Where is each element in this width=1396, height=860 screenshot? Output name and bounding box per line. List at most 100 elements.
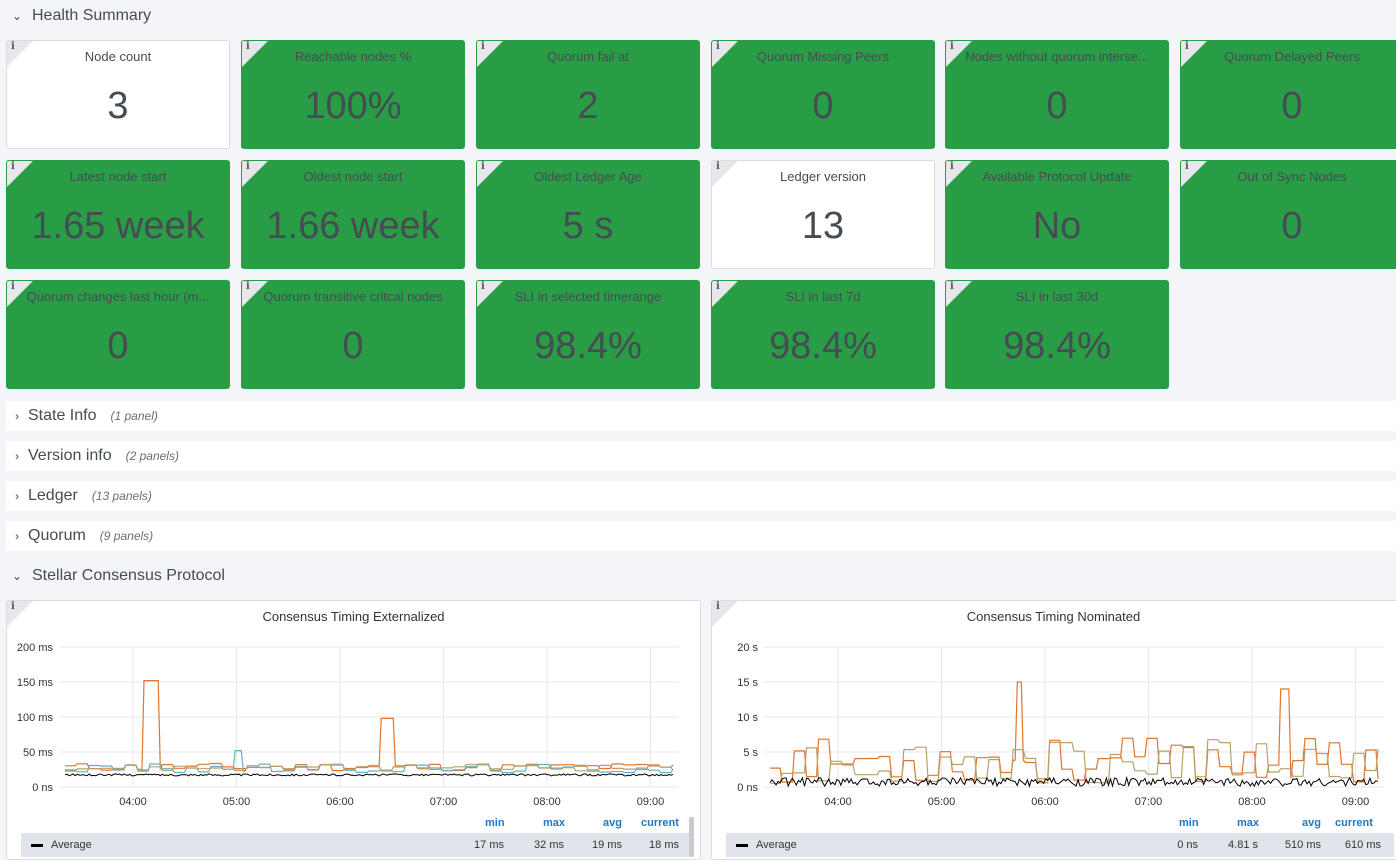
stat-panel[interactable]: i Oldest Ledger Age 5 s (476, 160, 700, 269)
stat-panel[interactable]: i Quorum changes last hour (m... 0 (6, 280, 230, 389)
stat-panel[interactable]: i Reachable nodes % 100% (241, 40, 465, 149)
legend-header-max[interactable]: max (1237, 817, 1260, 829)
stat-panel[interactable]: i Quorum Missing Peers 0 (711, 40, 935, 149)
legend-max: 32 ms (534, 839, 564, 851)
x-tick-label: 07:00 (1135, 796, 1163, 808)
row-panel-count: (9 panels) (99, 529, 154, 543)
series-swatch (736, 843, 748, 847)
stat-panel[interactable]: i SLI in last 30d 98.4% (945, 280, 1169, 389)
stat-panel[interactable]: i Out of Sync Nodes 0 (1180, 160, 1396, 269)
panel-title: Consensus Timing Externalized (262, 609, 445, 624)
series-line-average[interactable] (769, 775, 1379, 788)
legend-header-avg[interactable]: avg (1302, 817, 1321, 829)
stat-panel[interactable]: i Quorum fail at 2 (476, 40, 700, 149)
stat-value: 98.4% (534, 325, 642, 367)
y-tick-label: 50 ms (23, 747, 53, 759)
stat-panel[interactable]: i Nodes without quorum interse... 0 (945, 40, 1169, 149)
info-icon[interactable]: i (242, 41, 268, 67)
series-line-node-b[interactable] (65, 750, 674, 774)
info-icon[interactable]: i (712, 281, 738, 307)
stat-panel[interactable]: i Latest node start 1.65 week (6, 160, 230, 269)
stat-panel[interactable]: i Quorum Delayed Peers 0 (1180, 40, 1396, 149)
legend-current: 610 ms (1344, 839, 1381, 851)
legend-current: 18 ms (649, 839, 679, 851)
legend-header-current[interactable]: current (1335, 817, 1373, 829)
panel-consensus-externalized[interactable]: i Consensus Timing Externalized 0 ns 50 m… (6, 600, 701, 860)
stat-panel[interactable]: i SLI in last 7d 98.4% (711, 280, 935, 389)
x-tick-label: 07:00 (430, 796, 458, 808)
y-tick-label: 5 s (743, 747, 758, 759)
stat-panel[interactable]: i Oldest node start 1.66 week (241, 160, 465, 269)
info-icon[interactable]: i (477, 161, 503, 187)
legend-row-average[interactable]: Average 0 ns 4.81 s 510 ms 610 ms (726, 833, 1394, 857)
info-icon[interactable]: i (712, 161, 738, 187)
info-icon[interactable]: i (477, 281, 503, 307)
row-health-summary[interactable]: ⌄ Health Summary (6, 1, 151, 31)
timeseries-chart[interactable]: 0 ns 50 ms 100 ms 150 ms 200 ms 04:00 05:00 06:… (7, 601, 701, 821)
stat-value: 0 (107, 325, 129, 367)
series-line-node-a[interactable] (770, 681, 1379, 783)
legend-header-avg[interactable]: avg (603, 817, 622, 829)
legend-scrollbar[interactable] (689, 817, 694, 857)
series-line-node-c[interactable] (65, 763, 674, 772)
info-icon[interactable]: i (946, 281, 972, 307)
info-icon[interactable]: i (946, 161, 972, 187)
stat-title: Oldest Ledger Age (534, 169, 642, 184)
row-panel-count: (1 panel) (110, 409, 158, 423)
info-icon[interactable]: i (1181, 161, 1207, 187)
info-icon[interactable]: i (7, 601, 33, 627)
stat-panel[interactable]: i Available Protocol Update No (945, 160, 1169, 269)
chevron-right-icon: › (15, 409, 19, 423)
stat-title: Quorum fail at (547, 49, 629, 64)
x-tick-label: 09:00 (637, 796, 665, 808)
y-tick-label: 10 s (737, 712, 758, 724)
info-icon[interactable]: i (242, 281, 268, 307)
legend-avg: 19 ms (592, 839, 622, 851)
row-title: State Info (28, 407, 97, 424)
timeseries-chart[interactable]: 0 ns 5 s 10 s 15 s 20 s 04:00 05:00 06:00 07:00 0… (712, 601, 1396, 821)
series-swatch (31, 843, 43, 847)
row-collapsed[interactable]: › Version info (2 panels) (6, 441, 1396, 471)
stat-value: 1.66 week (266, 205, 440, 247)
row-title: Ledger (28, 487, 78, 504)
legend-header-current[interactable]: current (641, 817, 679, 829)
stat-panel[interactable]: i Ledger version 13 (711, 160, 935, 269)
legend-min: 17 ms (474, 839, 504, 851)
x-tick-label: 06:00 (1031, 796, 1059, 808)
series-line-average[interactable] (64, 773, 674, 777)
panel-consensus-nominated[interactable]: i Consensus Timing Nominated 0 ns 5 s 10 s… (711, 600, 1396, 860)
row-collapsed[interactable]: › State Info (1 panel) (6, 401, 1396, 431)
row-stellar-consensus-protocol[interactable]: ⌄ Stellar Consensus Protocol (6, 561, 225, 591)
legend-header-min[interactable]: min (1179, 817, 1199, 829)
legend-header-max[interactable]: max (543, 817, 566, 829)
info-icon[interactable]: i (242, 161, 268, 187)
series-line-node-b[interactable] (770, 739, 1379, 784)
stat-panel[interactable]: i SLI in selected timerange 98.4% (476, 280, 700, 389)
info-icon[interactable]: i (7, 41, 33, 67)
stat-value: 0 (342, 325, 364, 367)
info-icon[interactable]: i (946, 41, 972, 67)
row-title: Stellar Consensus Protocol (32, 567, 225, 584)
x-tick-label: 08:00 (533, 796, 561, 808)
info-icon[interactable]: i (712, 41, 738, 67)
info-icon[interactable]: i (477, 41, 503, 67)
row-collapsed[interactable]: › Quorum (9 panels) (6, 521, 1396, 551)
stat-title: Available Protocol Update (982, 169, 1132, 184)
legend-row-average[interactable]: Average 17 ms 32 ms 19 ms 18 ms (21, 833, 689, 857)
info-icon[interactable]: i (712, 601, 738, 627)
stat-panel[interactable]: i Quorum transitive critcal nodes 0 (241, 280, 465, 389)
chevron-down-icon: ⌄ (11, 9, 23, 23)
info-icon[interactable]: i (1181, 41, 1207, 67)
stat-value: No (1032, 205, 1082, 247)
stat-title: SLI in last 7d (785, 289, 861, 304)
row-panel-count: (13 panels) (91, 489, 152, 503)
info-icon[interactable]: i (7, 161, 33, 187)
series-line-node-a[interactable] (65, 679, 674, 772)
stat-value: 3 (107, 85, 129, 127)
info-icon[interactable]: i (7, 281, 33, 307)
legend-header-min[interactable]: min (485, 817, 505, 829)
row-collapsed[interactable]: › Ledger (13 panels) (6, 481, 1396, 511)
stat-title: Quorum transitive critcal nodes (263, 289, 443, 304)
stat-panel[interactable]: i Node count 3 (6, 40, 230, 149)
x-tick-label: 06:00 (326, 796, 354, 808)
